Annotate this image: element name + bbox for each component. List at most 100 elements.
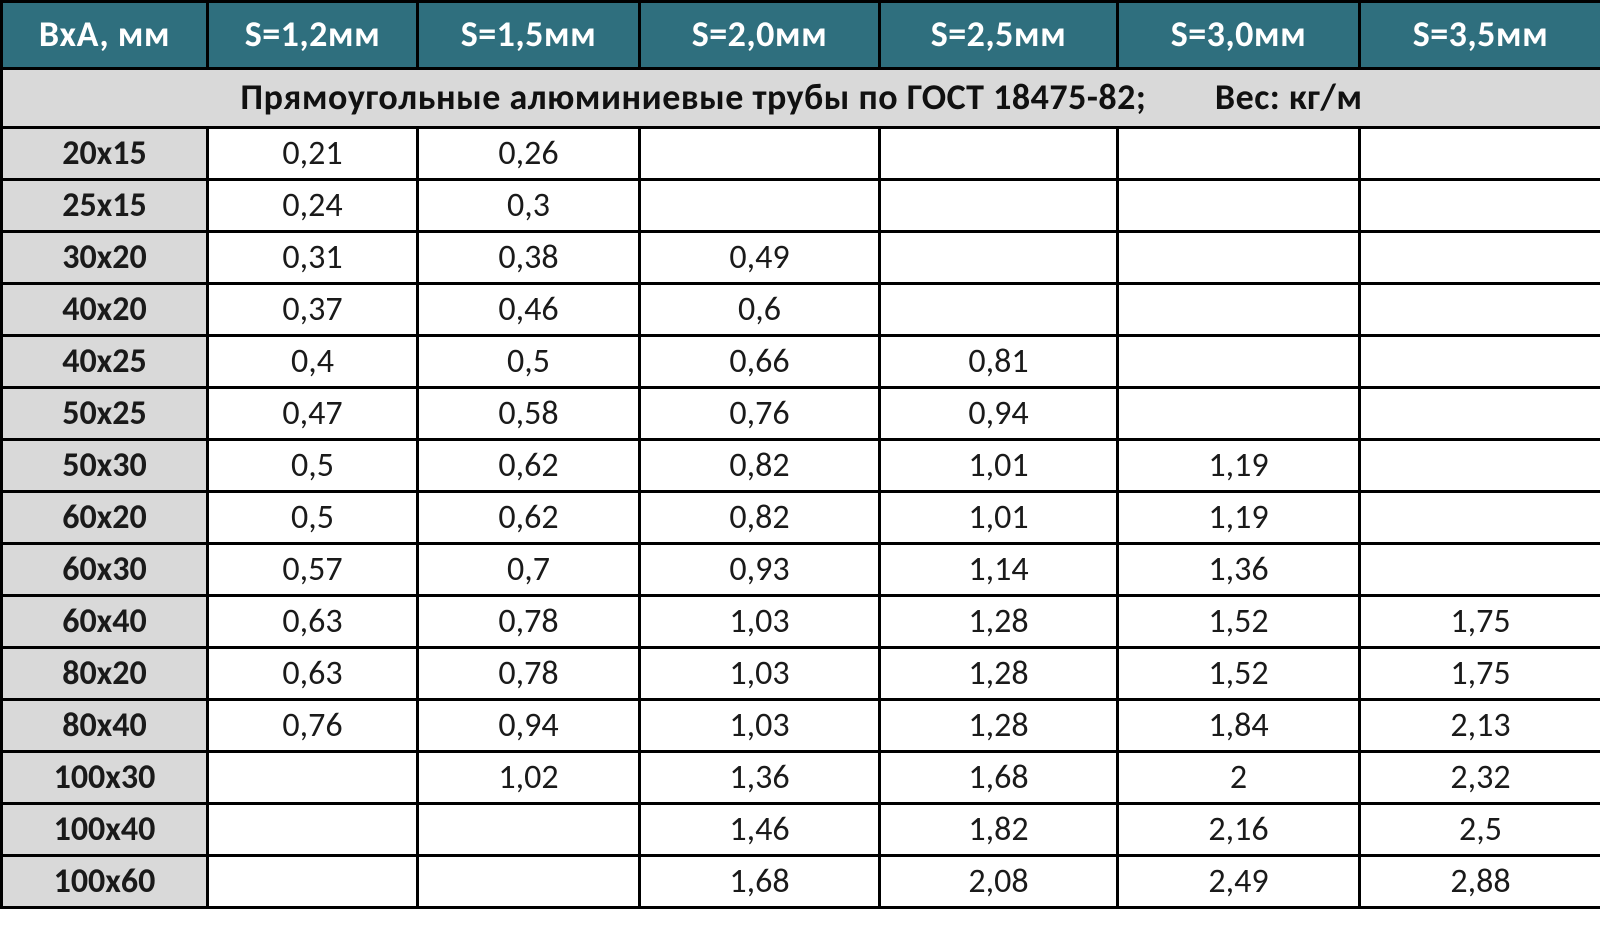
value-cell <box>418 804 640 856</box>
value-cell: 0,4 <box>208 336 418 388</box>
value-cell <box>418 856 640 908</box>
value-cell: 0,49 <box>640 232 880 284</box>
value-cell <box>1360 128 1600 180</box>
value-cell: 1,28 <box>880 596 1118 648</box>
value-cell: 0,5 <box>208 440 418 492</box>
value-cell: 0,31 <box>208 232 418 284</box>
value-cell: 1,19 <box>1118 492 1360 544</box>
value-cell <box>640 128 880 180</box>
value-cell: 0,76 <box>640 388 880 440</box>
value-cell: 1,36 <box>1118 544 1360 596</box>
value-cell: 0,82 <box>640 492 880 544</box>
value-cell: 1,82 <box>880 804 1118 856</box>
col-header-s35: S=3,5мм <box>1360 2 1600 69</box>
value-cell: 0,62 <box>418 492 640 544</box>
col-header-s25: S=2,5мм <box>880 2 1118 69</box>
value-cell: 0,21 <box>208 128 418 180</box>
value-cell: 2,49 <box>1118 856 1360 908</box>
value-cell: 0,62 <box>418 440 640 492</box>
value-cell: 2,08 <box>880 856 1118 908</box>
value-cell: 1,75 <box>1360 596 1600 648</box>
value-cell: 0,3 <box>418 180 640 232</box>
table-row: 30х200,310,380,49 <box>2 232 1600 284</box>
dim-cell: 50х25 <box>2 388 208 440</box>
value-cell: 0,63 <box>208 648 418 700</box>
table-row: 60х300,570,70,931,141,36 <box>2 544 1600 596</box>
value-cell: 2,88 <box>1360 856 1600 908</box>
value-cell: 0,82 <box>640 440 880 492</box>
value-cell: 1,52 <box>1118 596 1360 648</box>
header-row: ВхА, мм S=1,2мм S=1,5мм S=2,0мм S=2,5мм … <box>2 2 1600 69</box>
dim-cell: 60х30 <box>2 544 208 596</box>
value-cell: 0,94 <box>418 700 640 752</box>
dim-cell: 100х40 <box>2 804 208 856</box>
title-cell: Прямоугольные алюминиевые трубы по ГОСТ … <box>2 69 1600 128</box>
dim-cell: 30х20 <box>2 232 208 284</box>
table-row: 60х200,50,620,821,011,19 <box>2 492 1600 544</box>
value-cell <box>1360 284 1600 336</box>
dim-cell: 80х40 <box>2 700 208 752</box>
value-cell: 1,68 <box>640 856 880 908</box>
value-cell <box>880 180 1118 232</box>
value-cell: 0,47 <box>208 388 418 440</box>
col-header-s12: S=1,2мм <box>208 2 418 69</box>
value-cell: 0,57 <box>208 544 418 596</box>
value-cell <box>1360 180 1600 232</box>
value-cell <box>208 752 418 804</box>
value-cell: 0,26 <box>418 128 640 180</box>
value-cell: 1,28 <box>880 648 1118 700</box>
value-cell: 0,66 <box>640 336 880 388</box>
table-row: 20х150,210,26 <box>2 128 1600 180</box>
value-cell: 0,78 <box>418 648 640 700</box>
value-cell: 2,32 <box>1360 752 1600 804</box>
value-cell: 2,16 <box>1118 804 1360 856</box>
value-cell: 0,76 <box>208 700 418 752</box>
value-cell <box>208 804 418 856</box>
value-cell <box>1118 388 1360 440</box>
title-row: Прямоугольные алюминиевые трубы по ГОСТ … <box>2 69 1600 128</box>
value-cell: 1,46 <box>640 804 880 856</box>
table-row: 40х250,40,50,660,81 <box>2 336 1600 388</box>
value-cell: 1,03 <box>640 648 880 700</box>
table-row: 100х40 1,461,822,162,5 <box>2 804 1600 856</box>
table-row: 50х250,470,580,760,94 <box>2 388 1600 440</box>
value-cell <box>1360 440 1600 492</box>
pipe-weight-table: ВхА, мм S=1,2мм S=1,5мм S=2,0мм S=2,5мм … <box>0 0 1600 909</box>
dim-cell: 40х20 <box>2 284 208 336</box>
value-cell: 1,14 <box>880 544 1118 596</box>
value-cell: 0,37 <box>208 284 418 336</box>
dim-cell: 50х30 <box>2 440 208 492</box>
table-row: 80х400,760,941,031,281,842,13 <box>2 700 1600 752</box>
value-cell <box>208 856 418 908</box>
table-body: Прямоугольные алюминиевые трубы по ГОСТ … <box>2 69 1600 908</box>
value-cell <box>1360 388 1600 440</box>
value-cell <box>1118 232 1360 284</box>
value-cell: 1,01 <box>880 492 1118 544</box>
dim-cell: 20х15 <box>2 128 208 180</box>
value-cell: 1,03 <box>640 596 880 648</box>
value-cell <box>1118 284 1360 336</box>
value-cell: 0,78 <box>418 596 640 648</box>
value-cell: 0,93 <box>640 544 880 596</box>
value-cell: 1,52 <box>1118 648 1360 700</box>
value-cell: 1,03 <box>640 700 880 752</box>
title-weight-text: Вес: кг/м <box>1215 78 1363 118</box>
value-cell <box>1360 336 1600 388</box>
dim-cell: 100х60 <box>2 856 208 908</box>
dim-cell: 80х20 <box>2 648 208 700</box>
table-row: 100х60 1,682,082,492,88 <box>2 856 1600 908</box>
value-cell <box>880 232 1118 284</box>
value-cell: 2,13 <box>1360 700 1600 752</box>
table-row: 100х301,021,361,6822,32 <box>2 752 1600 804</box>
value-cell: 0,5 <box>208 492 418 544</box>
value-cell <box>880 128 1118 180</box>
dim-cell: 60х20 <box>2 492 208 544</box>
value-cell <box>640 180 880 232</box>
value-cell <box>1360 544 1600 596</box>
value-cell: 0,94 <box>880 388 1118 440</box>
value-cell: 0,5 <box>418 336 640 388</box>
dim-cell: 40х25 <box>2 336 208 388</box>
value-cell: 1,75 <box>1360 648 1600 700</box>
value-cell: 0,38 <box>418 232 640 284</box>
value-cell: 2,5 <box>1360 804 1600 856</box>
